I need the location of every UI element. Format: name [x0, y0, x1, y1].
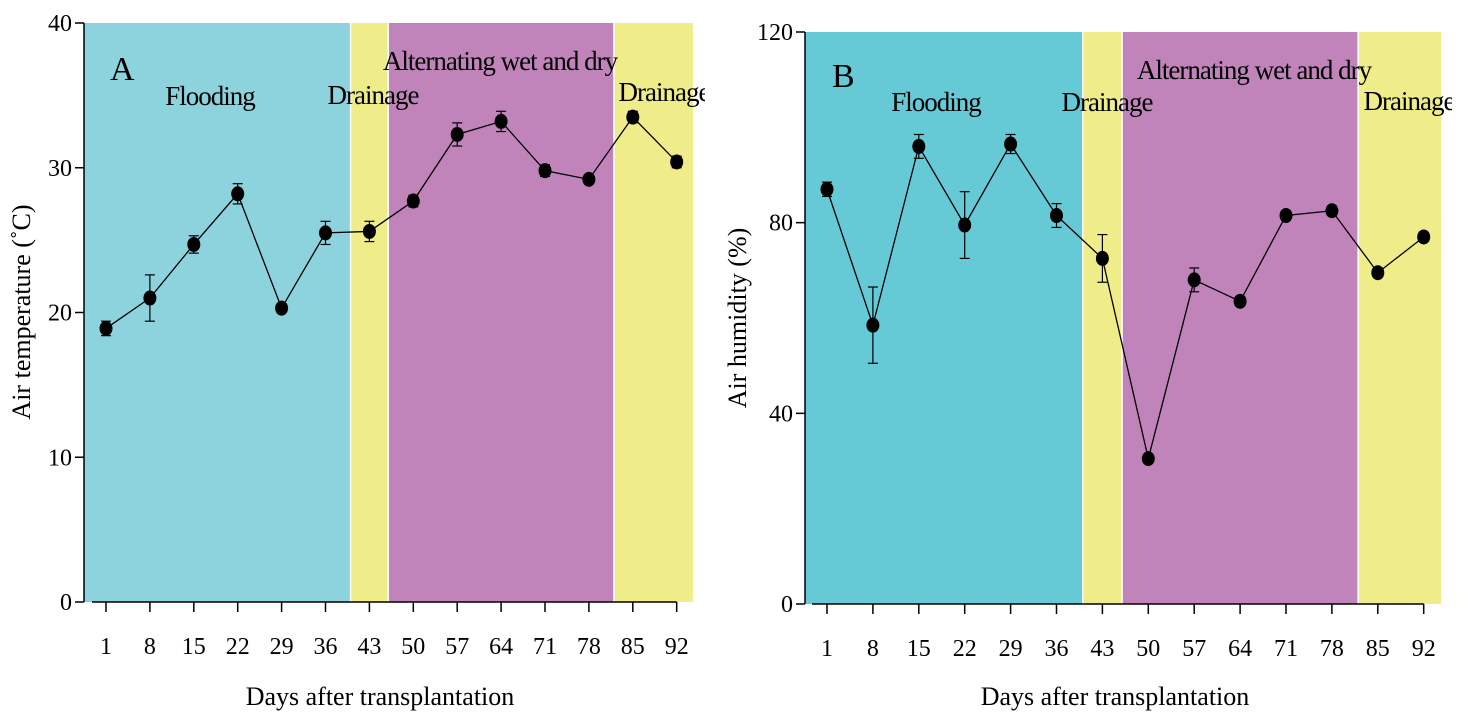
data-point	[494, 113, 508, 129]
phase-label-4: Drainage	[1364, 86, 1456, 116]
data-point	[1095, 250, 1109, 266]
phase-label-1: Flooding	[891, 87, 981, 117]
x-tick-label: 29	[270, 634, 294, 660]
y-tick-label: 120	[757, 20, 793, 46]
x-tick-label: 29	[999, 636, 1023, 662]
data-point	[1279, 208, 1293, 224]
x-tick-label: 36	[314, 634, 338, 660]
x-tick-label: 57	[445, 634, 469, 660]
data-point	[1371, 265, 1385, 281]
phase-band-2	[350, 23, 389, 602]
x-tick-label: 85	[621, 634, 645, 660]
series-line	[105, 116, 678, 329]
y-tick-label: 80	[769, 211, 793, 237]
data-point	[406, 193, 420, 209]
data-point	[1004, 136, 1018, 152]
data-point	[275, 300, 289, 316]
x-tick-label: 22	[226, 634, 250, 660]
data-point	[538, 163, 552, 179]
x-tick-label: 50	[1136, 636, 1160, 662]
x-tick-label: 43	[1090, 636, 1114, 662]
phase-band-3	[1122, 32, 1359, 604]
x-tick-label: 1	[821, 636, 833, 662]
x-tick-label: 15	[907, 636, 931, 662]
y-tick-label: 0	[781, 592, 793, 618]
phase-label-3: Alternating wet and dry	[1137, 55, 1373, 85]
phase-label-4: Drainage	[619, 77, 711, 107]
x-tick-label: 71	[1274, 636, 1298, 662]
phase-band-4	[1358, 32, 1441, 604]
y-tick-label: 0	[60, 590, 72, 616]
y-tick-label: 30	[48, 156, 72, 182]
y-tick-label: 40	[769, 401, 793, 427]
series-line	[826, 142, 1425, 459]
data-point	[820, 181, 834, 197]
data-point	[99, 320, 113, 336]
data-point	[1233, 293, 1247, 309]
data-point	[1187, 272, 1201, 288]
data-point	[626, 109, 640, 125]
x-tick-label: 15	[182, 634, 206, 660]
data-point	[912, 138, 926, 154]
data-point	[143, 290, 157, 306]
phase-label-1: Flooding	[165, 81, 255, 111]
x-tick-label: 22	[953, 636, 977, 662]
phase-label-2: Drainage	[328, 80, 420, 110]
x-tick-label: 78	[1320, 636, 1344, 662]
x-tick-label: 43	[357, 634, 381, 660]
x-tick-label: 57	[1182, 636, 1206, 662]
data-point	[582, 171, 596, 187]
data-point	[362, 223, 376, 239]
x-tick-label: 8	[144, 634, 156, 660]
x-tick-label: 71	[533, 634, 557, 660]
data-point	[450, 126, 464, 142]
x-tick-label: 64	[489, 634, 513, 660]
phase-band-1	[805, 32, 1083, 604]
y-tick-label: 10	[48, 445, 72, 471]
data-point	[319, 225, 332, 241]
data-point	[670, 154, 684, 170]
x-axis-title: Days after transplantation	[981, 682, 1250, 711]
y-axis-title: Air temperature (˚C)	[7, 204, 36, 419]
x-tick-label: 78	[577, 634, 601, 660]
x-tick-label: 85	[1366, 636, 1390, 662]
x-tick-label: 36	[1045, 636, 1069, 662]
y-tick-label: 40	[48, 11, 72, 37]
data-point	[958, 217, 972, 233]
data-point	[1141, 451, 1155, 467]
phase-label-3: Alternating wet and dry	[383, 46, 619, 76]
x-tick-label: 8	[867, 636, 879, 662]
data-point	[231, 186, 245, 202]
y-tick-label: 20	[48, 301, 72, 327]
x-tick-label: 92	[665, 634, 689, 660]
data-point	[1417, 229, 1431, 245]
phase-label-2: Drainage	[1062, 87, 1154, 117]
x-axis-title: Days after transplantation	[246, 682, 515, 711]
x-tick-label: 64	[1228, 636, 1252, 662]
x-tick-label: 1	[100, 634, 112, 660]
data-point	[1050, 208, 1063, 224]
panel-letter: A	[110, 51, 135, 88]
data-point	[866, 317, 880, 333]
data-point	[187, 236, 201, 252]
x-tick-label: 50	[401, 634, 425, 660]
phase-band-4	[613, 23, 693, 602]
y-axis-title: Air humidity (%)	[723, 228, 752, 409]
x-tick-label: 92	[1412, 636, 1436, 662]
data-point	[1325, 203, 1339, 219]
phase-band-3	[388, 23, 614, 602]
panel-letter: B	[832, 58, 855, 95]
